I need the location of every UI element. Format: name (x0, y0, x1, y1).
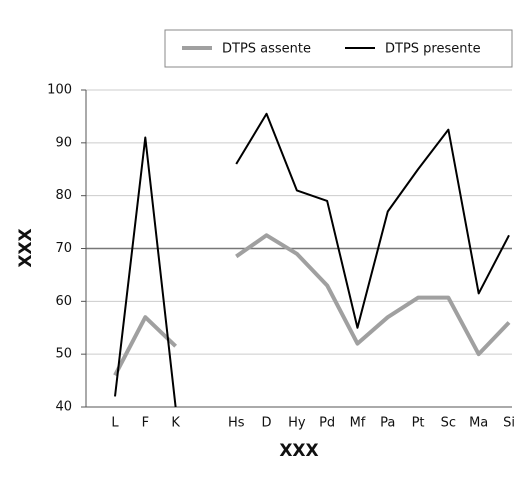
x-tick-label: Mf (350, 416, 366, 431)
y-tick-label: 50 (55, 347, 72, 362)
x-tick-label: Sc (441, 416, 456, 431)
legend-label: DTPS assente (222, 42, 311, 57)
legend-label: DTPS presente (385, 42, 481, 57)
y-tick-label: 90 (55, 135, 72, 150)
legend-box (164, 29, 513, 68)
y-tick-label: 60 (55, 294, 72, 309)
y-tick-label: 100 (47, 83, 72, 98)
x-tick-label: D (262, 416, 272, 431)
x-axis-title: XXX (279, 441, 318, 461)
x-tick-label: F (142, 416, 149, 431)
x-tick-label: Si (503, 416, 515, 431)
x-tick-label: Pt (412, 416, 425, 431)
x-tick-label: Hy (288, 416, 306, 431)
series-line (114, 112, 510, 408)
x-tick-label: Ma (469, 416, 488, 431)
x-tick-label: L (111, 416, 119, 431)
x-tick-label: K (171, 416, 180, 431)
x-tick-label: Pa (380, 416, 395, 431)
y-axis-title: XXX (16, 228, 36, 267)
x-tick-label: Hs (228, 416, 245, 431)
y-tick-label: 70 (55, 241, 72, 256)
y-tick-label: 40 (55, 400, 72, 415)
y-tick-label: 80 (55, 188, 72, 203)
x-tick-label: Pd (319, 416, 335, 431)
series-line (113, 233, 511, 377)
